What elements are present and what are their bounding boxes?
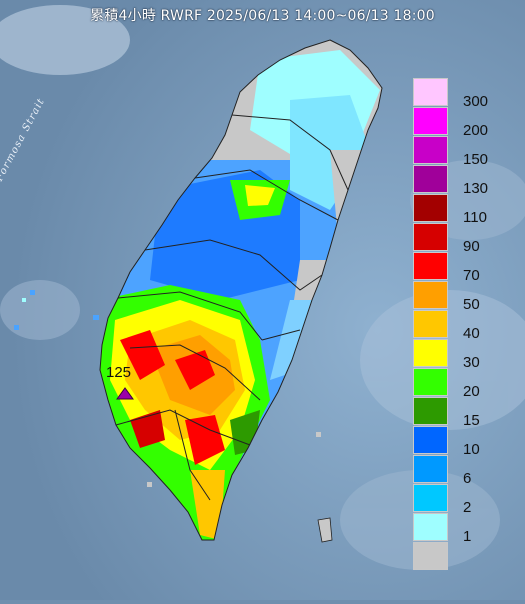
legend-swatch <box>413 455 448 483</box>
legend-label: 70 <box>463 267 480 284</box>
legend-label: 20 <box>463 383 480 400</box>
legend-swatch <box>413 368 448 396</box>
legend-label: 6 <box>463 470 472 487</box>
max-rain-marker-icon <box>116 387 134 400</box>
legend-swatch <box>413 136 448 164</box>
legend-label: 300 <box>463 93 489 110</box>
legend-swatch <box>413 397 448 425</box>
legend-swatch <box>413 223 448 251</box>
legend-swatch <box>413 513 448 541</box>
legend-label: 110 <box>463 209 487 226</box>
legend-label: 1 <box>463 528 472 545</box>
legend-swatch <box>413 426 448 454</box>
legend-label: 50 <box>463 296 480 313</box>
legend-swatch <box>413 310 448 338</box>
legend-label: 30 <box>463 354 480 371</box>
legend-label: 130 <box>463 180 489 197</box>
legend-swatch <box>413 165 448 193</box>
offshore-echoes <box>14 290 321 487</box>
legend-label: 15 <box>463 412 480 429</box>
legend-label: 10 <box>463 441 480 458</box>
legend-label: 200 <box>463 122 489 139</box>
county-borders <box>99 39 383 541</box>
offshore-islands <box>317 517 333 543</box>
legend-swatch <box>413 339 448 367</box>
legend-swatch <box>413 484 448 512</box>
max-rain-value: 125 <box>106 364 132 381</box>
legend-swatch <box>413 107 448 135</box>
legend-label: 40 <box>463 325 480 342</box>
rainfall-legend: 300 200 150 130 110 90 70 50 40 30 20 15 10 6 2 1 <box>413 78 523 572</box>
legend-label: 150 <box>463 151 489 168</box>
legend-label: 90 <box>463 238 480 255</box>
legend-swatch <box>413 281 448 309</box>
legend-swatch <box>413 252 448 280</box>
legend-swatch <box>413 542 448 570</box>
legend-label: 2 <box>463 499 472 516</box>
legend-swatch <box>413 194 448 222</box>
map-title: 累積4小時 RWRF 2025/06/13 14:00~06/13 18:00 <box>90 8 435 24</box>
legend-swatch <box>413 78 448 106</box>
